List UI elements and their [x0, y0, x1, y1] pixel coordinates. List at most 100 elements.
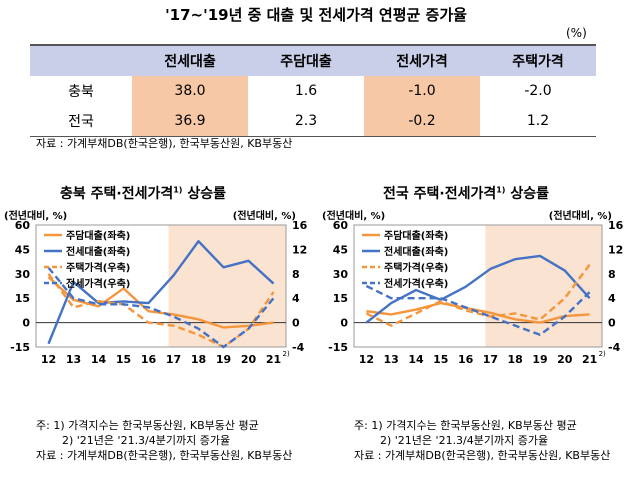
- series-line-4: [365, 284, 591, 337]
- chart-title-text: 전국 주택·전세가격: [383, 186, 497, 202]
- header-cell: [30, 44, 132, 76]
- growth-table: 전세대출 주담대출 전세가격 주택가격 충북 38.0 1.6 -1.0 -2.…: [30, 44, 596, 137]
- y-tick-left: 30: [333, 268, 349, 281]
- x-tick-label: 18: [191, 353, 206, 366]
- x-tick-label: 16: [458, 353, 474, 366]
- x-tick-label: 17: [483, 353, 498, 366]
- chart-chungbuk: (전년대비, %) (전년대비, %) -15 0 15 30 45 60 -4 0 4 8 12 16 1…: [4, 209, 308, 366]
- x-tick-label: 14: [91, 353, 107, 366]
- table-cell: 36.9: [132, 106, 248, 137]
- y-tick-left: 45: [333, 243, 348, 256]
- x-tick-label: 15: [116, 353, 131, 366]
- y-tick-right: 16: [292, 219, 308, 232]
- chart-note: 자료 : 가계부채DB(한국은행), 한국부동산원, KB부동산: [354, 449, 611, 462]
- x-tick-label: 21: [266, 353, 281, 366]
- legend-label: 주택가격(우축): [66, 261, 130, 274]
- y-tick-left: -15: [328, 341, 348, 354]
- y-tick-left: 0: [22, 317, 30, 330]
- table-cell: -2.0: [524, 83, 552, 99]
- table-cell: 2.3: [248, 106, 364, 137]
- series-line-3: [365, 263, 591, 327]
- legend-label: 주담대출(좌축): [66, 229, 130, 242]
- chart-title: 전국 주택·전세가격1) 상승률: [383, 183, 549, 203]
- x-tick-label: 12: [359, 353, 374, 366]
- x-tick-label: 17: [166, 353, 181, 366]
- x-tick-label: 14: [408, 353, 424, 366]
- y-tick-left: 60: [15, 219, 31, 232]
- y-axis-left-label: (전년대비, %): [4, 209, 67, 222]
- row-label: 충북: [68, 84, 94, 100]
- legend-label: 전세가격(우축): [384, 277, 448, 290]
- table-header-row: 전세대출 주담대출 전세가격 주택가격: [30, 44, 596, 76]
- x-tick-label: 19: [532, 353, 547, 366]
- x-tick-sup: 2): [283, 350, 290, 358]
- table-title: '17~'19년 중 대출 및 전세가격 연평균 증가율: [165, 6, 467, 24]
- y-tick-right: 8: [608, 268, 616, 281]
- table-cell: 38.0: [132, 76, 248, 106]
- chart-title-text: 충북 주택·전세가격: [60, 186, 174, 202]
- y-tick-right: -4: [292, 341, 305, 354]
- y-tick-right: 4: [608, 292, 616, 305]
- y-tick-left: 30: [15, 268, 31, 281]
- table-cell: -1.0: [364, 76, 480, 106]
- x-tick-label: 20: [241, 353, 257, 366]
- y-tick-left: 0: [340, 317, 348, 330]
- chart-note: 주: 1) 가격지수는 한국부동산원, KB부동산 평균: [354, 419, 577, 432]
- chart-note: 주: 1) 가격지수는 한국부동산원, KB부동산 평균: [36, 419, 259, 432]
- x-tick-label: 12: [41, 353, 56, 366]
- y-tick-left: 15: [15, 292, 30, 305]
- header-cell: 전세대출: [132, 44, 248, 76]
- y-tick-right: 8: [292, 268, 300, 281]
- y-tick-right: 12: [608, 243, 623, 256]
- legend-label: 주담대출(좌축): [384, 229, 448, 242]
- y-tick-left: 45: [15, 243, 30, 256]
- shaded-period: [168, 225, 286, 347]
- shaded-period: [485, 225, 602, 347]
- series-line-1: [47, 276, 274, 329]
- chart-title-sup: 1): [496, 185, 506, 195]
- y-axis-right-label: (전년대비, %): [549, 209, 612, 222]
- chart-note: 자료 : 가계부채DB(한국은행), 한국부동산원, KB부동산: [36, 449, 293, 462]
- header-cell: 전세가격: [364, 44, 480, 76]
- series-line-2: [365, 254, 591, 324]
- chart-title-suffix: 상승률: [505, 186, 549, 202]
- y-axis-left-label: (전년대비, %): [322, 209, 385, 222]
- y-tick-right: 4: [292, 292, 300, 305]
- x-tick-label: 15: [433, 353, 448, 366]
- x-tick-label: 21: [582, 353, 597, 366]
- y-tick-left: 60: [333, 219, 349, 232]
- plot-frame: [353, 224, 603, 348]
- y-tick-right: 0: [608, 317, 616, 330]
- header-cell: 주택가격: [480, 44, 596, 76]
- chart-note: 2) '21년은 '21.3/4분기까지 증가율: [62, 434, 231, 447]
- plot-frame: [35, 224, 287, 348]
- legend-label: 주택가격(우축): [384, 261, 448, 274]
- row-label: 전국: [30, 106, 132, 137]
- series-line-2: [47, 240, 275, 345]
- y-tick-right: 12: [292, 243, 307, 256]
- series-line-1: [366, 301, 590, 324]
- chart-note: 2) '21년은 '21.3/4분기까지 증가율: [380, 434, 549, 447]
- y-tick-right: 0: [292, 317, 300, 330]
- x-tick-label: 18: [508, 353, 523, 366]
- legend-label: 전세대출(좌축): [384, 245, 448, 258]
- x-tick-label: 13: [66, 353, 81, 366]
- table-cell: 1.2: [480, 106, 596, 137]
- table-cell: 1.6: [294, 83, 318, 99]
- chart-title: 충북 주택·전세가격1) 상승률: [60, 183, 226, 203]
- header-cell: 주담대출: [248, 44, 364, 76]
- x-tick-sup: 2): [599, 350, 606, 358]
- x-tick-label: 19: [216, 353, 231, 366]
- legend-label: 전세대출(좌축): [66, 245, 130, 258]
- table-source: 자료 : 가계부채DB(한국은행), 한국부동산원, KB부동산: [36, 137, 293, 150]
- table-cell: -0.2: [364, 106, 480, 137]
- x-tick-label: 13: [384, 353, 399, 366]
- legend-label: 전세가격(우축): [66, 277, 130, 290]
- x-tick-label: 20: [557, 353, 573, 366]
- table-unit: (%): [566, 26, 587, 40]
- table-row: 전국 36.9 2.3 -0.2 1.2: [30, 106, 596, 137]
- y-axis-right-label: (전년대비, %): [233, 209, 296, 222]
- chart-national: (전년대비, %) (전년대비, %) -15 0 15 30 45 60 -4 0 4 8 12 16 1…: [322, 209, 624, 366]
- y-tick-left: 15: [333, 292, 348, 305]
- chart-title-suffix: 상승률: [182, 186, 226, 202]
